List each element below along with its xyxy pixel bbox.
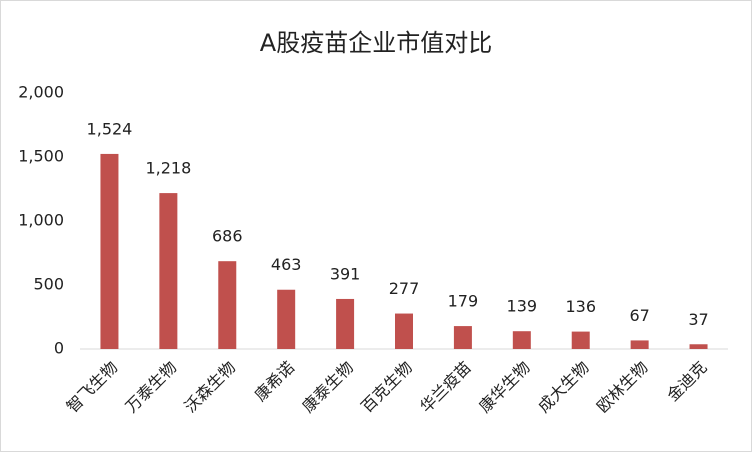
data-label: 391 — [330, 264, 361, 283]
y-tick-label: 500 — [33, 275, 64, 294]
data-label: 277 — [389, 279, 420, 298]
bar — [571, 331, 590, 349]
bar — [512, 331, 531, 349]
y-tick-label: 1,000 — [18, 211, 64, 230]
bar — [100, 153, 119, 349]
data-label: 179 — [448, 292, 479, 311]
y-tick-label: 1,500 — [18, 147, 64, 166]
y-tick-label: 2,000 — [18, 83, 64, 102]
data-label: 136 — [565, 297, 596, 316]
bar — [336, 298, 355, 349]
chart-title: A股疫苗企业市值对比 — [260, 29, 492, 57]
bar — [277, 289, 296, 349]
data-label: 1,524 — [87, 119, 133, 138]
bar — [218, 261, 237, 349]
data-label: 686 — [212, 227, 243, 246]
bar — [453, 326, 472, 349]
data-label: 37 — [688, 310, 708, 329]
bar — [689, 344, 708, 349]
data-label: 139 — [507, 297, 538, 316]
bar — [630, 340, 649, 349]
data-label: 67 — [629, 306, 649, 325]
y-tick-label: 0 — [54, 339, 64, 358]
bar — [159, 193, 178, 349]
bar — [395, 313, 413, 349]
data-label: 463 — [271, 255, 302, 274]
data-label: 1,218 — [145, 159, 191, 178]
